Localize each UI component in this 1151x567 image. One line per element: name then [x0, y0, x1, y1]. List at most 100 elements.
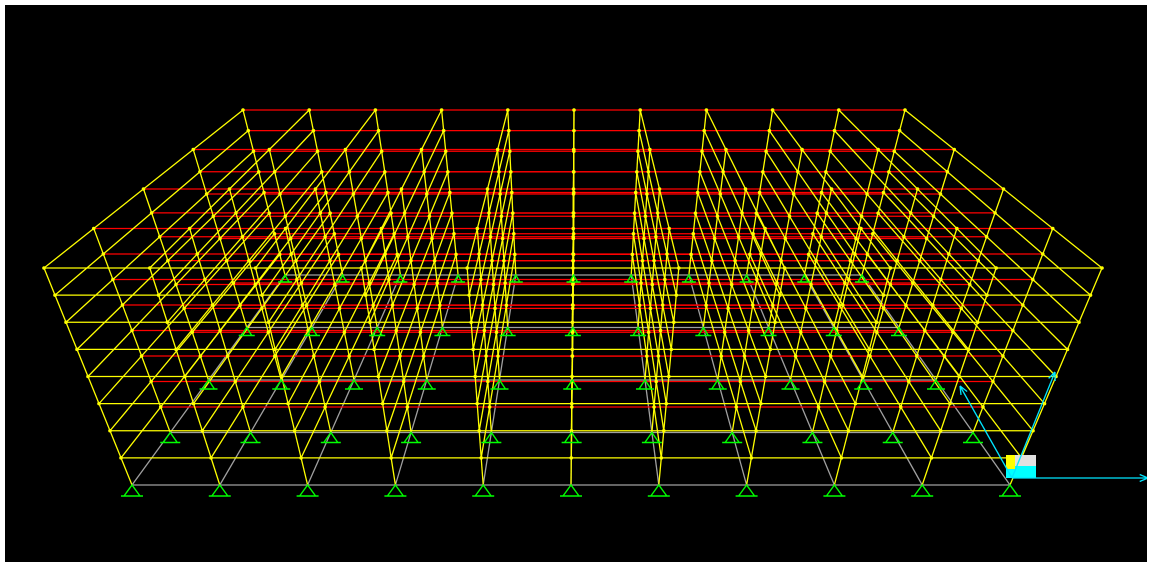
- node: [743, 187, 748, 191]
- node: [313, 187, 318, 191]
- node: [336, 252, 341, 257]
- node: [652, 405, 656, 409]
- node: [503, 281, 507, 285]
- node: [502, 258, 506, 263]
- node: [865, 252, 870, 257]
- node: [473, 374, 478, 379]
- support: [647, 483, 670, 497]
- node: [828, 149, 832, 154]
- node: [509, 170, 513, 174]
- node: [738, 379, 743, 384]
- node: [722, 330, 727, 335]
- node: [957, 374, 961, 379]
- support: [695, 326, 712, 337]
- node: [394, 328, 399, 333]
- axis-arrow: [1139, 473, 1147, 483]
- node: [658, 328, 663, 333]
- node: [642, 236, 646, 241]
- node: [570, 293, 575, 297]
- node: [719, 354, 724, 358]
- node: [570, 374, 574, 379]
- node: [260, 293, 264, 297]
- node: [837, 303, 842, 308]
- node: [332, 282, 337, 287]
- node: [233, 379, 238, 384]
- node: [1050, 226, 1055, 231]
- node: [966, 347, 971, 352]
- node: [402, 211, 407, 215]
- node: [286, 401, 290, 406]
- node: [633, 190, 638, 195]
- node: [234, 211, 238, 215]
- node: [279, 374, 284, 379]
- node: [704, 303, 708, 308]
- support: [335, 273, 350, 283]
- node: [967, 282, 972, 287]
- node: [637, 128, 641, 133]
- node: [736, 234, 741, 239]
- node: [906, 379, 911, 384]
- node: [363, 258, 368, 263]
- node: [299, 281, 304, 285]
- node: [571, 236, 576, 241]
- support: [760, 326, 777, 337]
- node: [693, 211, 698, 215]
- node: [450, 211, 454, 215]
- node: [631, 231, 636, 236]
- node: [494, 330, 499, 335]
- node: [824, 211, 829, 215]
- node: [630, 252, 635, 257]
- node: [635, 170, 639, 174]
- node: [819, 234, 824, 239]
- node: [924, 236, 929, 241]
- support: [434, 326, 451, 337]
- node: [401, 379, 406, 384]
- node: [482, 328, 487, 333]
- node: [1011, 328, 1015, 333]
- node: [800, 147, 804, 152]
- support: [722, 431, 743, 444]
- node: [939, 277, 943, 282]
- node: [266, 320, 271, 325]
- node: [318, 211, 323, 215]
- node: [648, 306, 653, 311]
- node: [639, 281, 643, 285]
- node: [209, 456, 213, 460]
- node: [355, 214, 360, 219]
- axis-arrow: [1048, 371, 1056, 382]
- node: [984, 234, 989, 239]
- node: [689, 252, 693, 257]
- node: [272, 169, 277, 174]
- node: [740, 211, 744, 215]
- viewport: [5, 5, 1147, 562]
- node: [1077, 320, 1081, 325]
- node: [770, 303, 775, 308]
- node: [779, 258, 783, 263]
- node: [477, 252, 481, 256]
- node: [815, 211, 820, 215]
- node: [499, 214, 504, 219]
- node: [572, 170, 576, 174]
- node: [443, 149, 448, 154]
- node: [659, 456, 664, 460]
- node: [500, 236, 505, 241]
- node: [53, 293, 57, 297]
- node: [359, 266, 364, 270]
- node: [865, 192, 869, 196]
- support: [781, 378, 800, 390]
- node: [480, 303, 485, 307]
- node: [475, 226, 480, 231]
- node: [733, 258, 737, 263]
- node: [931, 214, 936, 219]
- node: [782, 266, 787, 270]
- node: [929, 456, 934, 460]
- node: [91, 226, 96, 231]
- node: [1088, 293, 1093, 297]
- support: [490, 378, 509, 390]
- support: [891, 326, 907, 337]
- node: [569, 456, 574, 460]
- node: [892, 149, 897, 154]
- node: [247, 258, 251, 263]
- node: [158, 405, 163, 409]
- node: [272, 231, 277, 236]
